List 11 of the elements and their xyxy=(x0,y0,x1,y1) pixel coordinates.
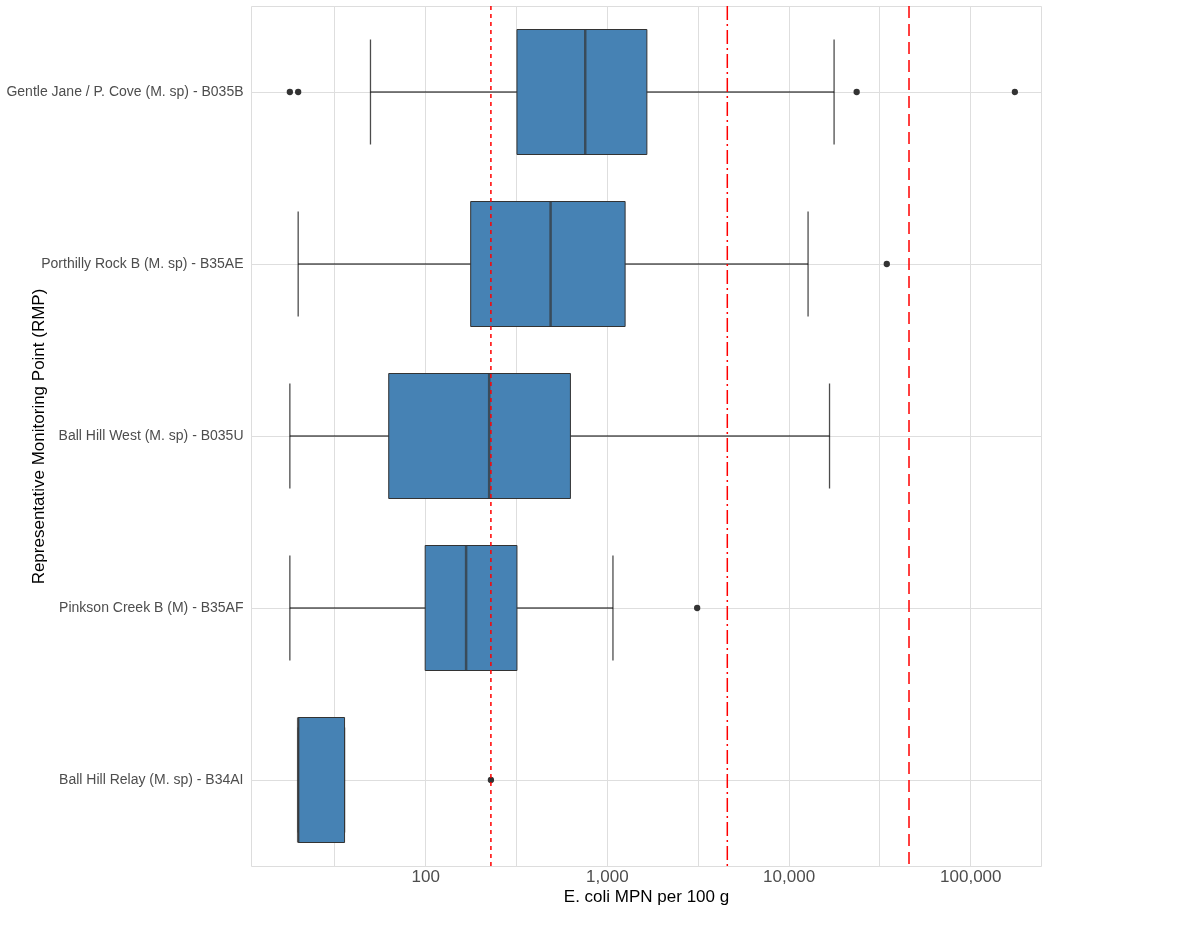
y-tick-label: Ball Hill Relay (M. sp) - B34AI xyxy=(59,771,244,787)
y-axis-title: Representative Monitoring Point (RMP) xyxy=(28,288,48,585)
y-tick-label: Porthilly Rock B (M. sp) - B35AE xyxy=(41,255,244,271)
y-tick-label: Pinkson Creek B (M) - B35AF xyxy=(59,599,244,615)
x-tick-label: 10,000 xyxy=(763,866,816,886)
x-tick-label: 100 xyxy=(411,866,440,886)
y-tick-label: Ball Hill West (M. sp) - B035U xyxy=(58,427,244,443)
x-tick-label: 100,000 xyxy=(940,866,1002,886)
x-axis-title: E. coli MPN per 100 g xyxy=(563,886,730,906)
y-tick-label: Gentle Jane / P. Cove (M. sp) - B035B xyxy=(6,83,244,99)
x-tick-label: 1,000 xyxy=(586,866,629,886)
